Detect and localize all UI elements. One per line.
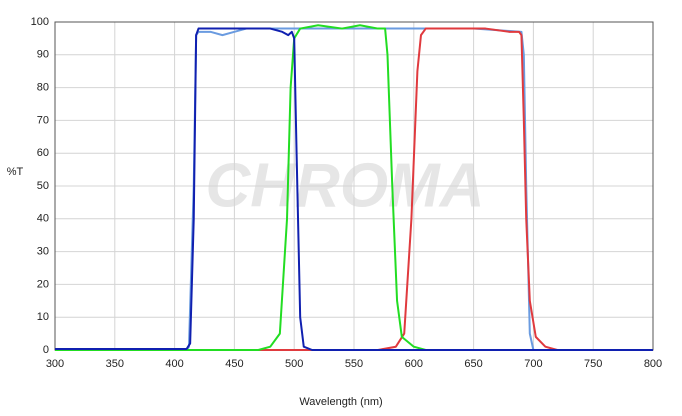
y-tick-label: 20 bbox=[37, 278, 49, 290]
x-tick-label: 300 bbox=[46, 358, 64, 370]
y-tick-label: 50 bbox=[37, 180, 49, 192]
x-tick-label: 350 bbox=[106, 358, 124, 370]
y-tick-label: 30 bbox=[37, 246, 49, 258]
x-tick-label: 450 bbox=[225, 358, 243, 370]
x-tick-label: 650 bbox=[464, 358, 482, 370]
series-line bbox=[55, 27, 653, 351]
y-tick-label: 80 bbox=[37, 82, 49, 94]
y-axis-label: %T bbox=[7, 166, 24, 178]
x-tick-label: 800 bbox=[644, 358, 662, 370]
x-tick-label: 750 bbox=[584, 358, 602, 370]
y-tick-label: 0 bbox=[43, 344, 49, 356]
x-tick-label: 600 bbox=[405, 358, 423, 370]
x-tick-label: 550 bbox=[345, 358, 363, 370]
y-tick-label: 10 bbox=[37, 311, 49, 323]
x-axis-label: Wavelength (nm) bbox=[299, 396, 382, 408]
y-tick-label: 70 bbox=[37, 114, 49, 126]
y-tick-label: 40 bbox=[37, 213, 49, 225]
series-line bbox=[55, 24, 653, 351]
x-tick-label: 400 bbox=[165, 358, 183, 370]
y-tick-label: 60 bbox=[37, 147, 49, 159]
x-tick-label: 700 bbox=[524, 358, 542, 370]
y-tick-label: 100 bbox=[31, 16, 49, 28]
series-line bbox=[55, 27, 653, 351]
y-tick-label: 90 bbox=[37, 49, 49, 61]
x-tick-label: 500 bbox=[285, 358, 303, 370]
